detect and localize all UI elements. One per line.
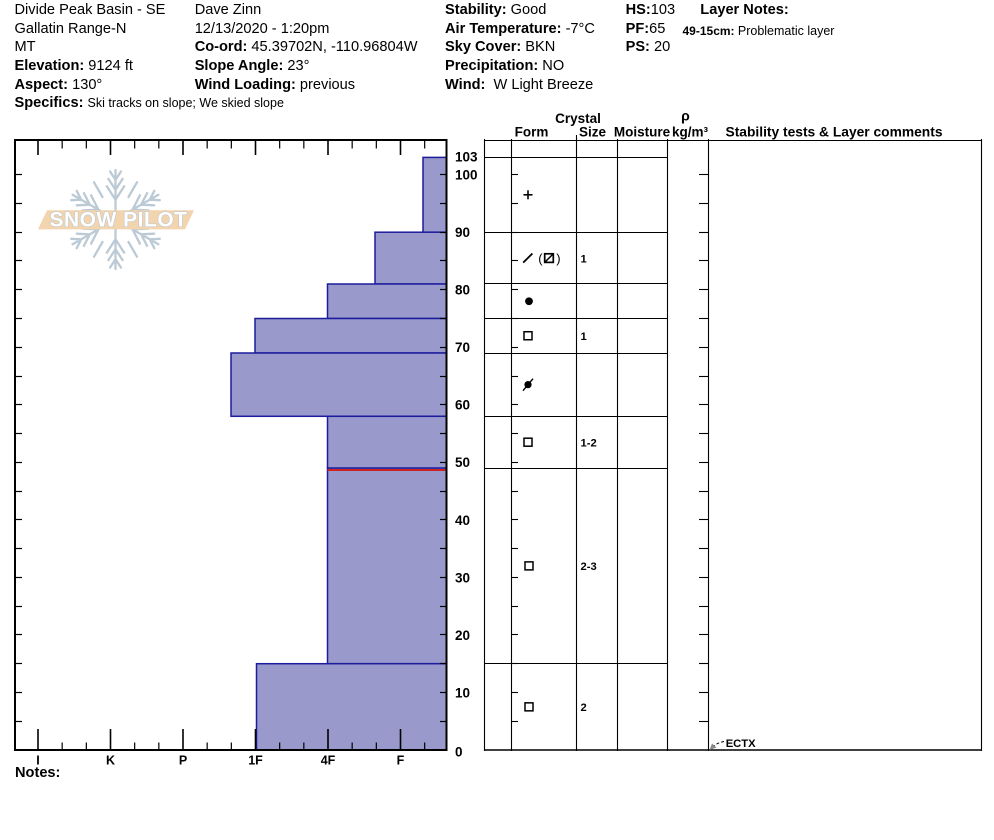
svg-text:kg/m³: kg/m³: [672, 124, 709, 139]
svg-text:Size: Size: [579, 124, 607, 139]
svg-text:1F: 1F: [248, 754, 263, 768]
svg-text:F: F: [397, 754, 405, 768]
svg-text:1: 1: [581, 331, 587, 343]
svg-text:100: 100: [455, 168, 478, 183]
svg-text:ρ: ρ: [681, 107, 690, 123]
svg-text:2: 2: [581, 702, 587, 714]
svg-text:2-3: 2-3: [581, 561, 597, 573]
svg-text:70: 70: [455, 340, 470, 355]
svg-text:K: K: [106, 754, 115, 768]
svg-text:0: 0: [455, 744, 463, 759]
svg-text:ECTX: ECTX: [726, 738, 756, 750]
svg-text:1: 1: [581, 253, 587, 265]
svg-text:Form: Form: [515, 124, 549, 139]
svg-text:): ): [556, 251, 560, 266]
svg-text:SNOW PILOT: SNOW PILOT: [50, 209, 188, 232]
svg-text:60: 60: [455, 398, 470, 413]
svg-text:Moisture: Moisture: [614, 124, 671, 139]
svg-text:Crystal: Crystal: [555, 111, 601, 126]
svg-text:50: 50: [455, 455, 470, 470]
svg-text:40: 40: [455, 513, 470, 528]
svg-text:10: 10: [455, 685, 470, 700]
svg-text:(: (: [538, 251, 543, 266]
svg-text:P: P: [179, 754, 187, 768]
svg-text:80: 80: [455, 283, 470, 298]
svg-text:103: 103: [455, 149, 478, 164]
svg-text:30: 30: [455, 570, 470, 585]
svg-text:90: 90: [455, 225, 470, 240]
svg-text:Stability tests & Layer commen: Stability tests & Layer comments: [726, 124, 943, 139]
svg-text:20: 20: [455, 628, 470, 643]
svg-text:4F: 4F: [321, 754, 336, 768]
svg-text:1-2: 1-2: [581, 437, 597, 449]
svg-text:I: I: [36, 754, 39, 768]
